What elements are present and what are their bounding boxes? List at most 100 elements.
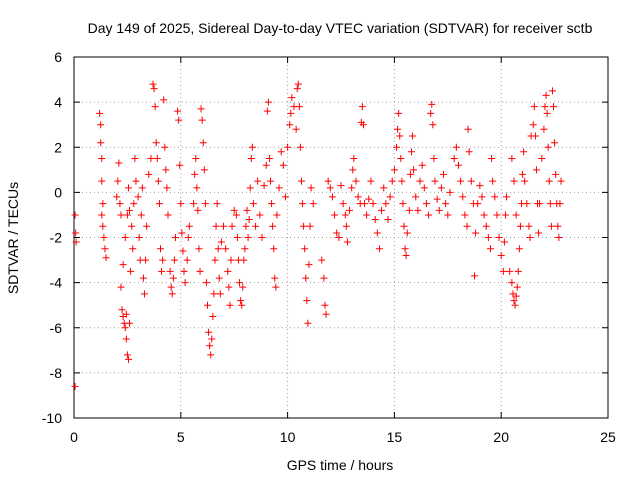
data-point — [489, 177, 497, 185]
data-point — [247, 155, 255, 163]
data-point — [369, 200, 377, 208]
data-point — [175, 116, 183, 124]
data-point — [444, 211, 452, 219]
data-point — [191, 170, 199, 178]
data-point — [184, 234, 192, 241]
data-point — [239, 283, 247, 291]
data-point — [333, 229, 341, 237]
data-point — [488, 155, 496, 163]
data-point — [151, 103, 159, 111]
data-point — [72, 229, 80, 237]
data-point — [263, 107, 271, 115]
data-point — [297, 177, 305, 185]
y-tick-label: -4 — [50, 275, 63, 291]
data-point — [241, 245, 249, 253]
data-point — [264, 98, 272, 106]
data-point — [542, 91, 550, 99]
data-point — [98, 211, 106, 219]
data-point — [181, 279, 189, 287]
data-point — [121, 234, 129, 241]
data-point — [118, 306, 126, 314]
data-point — [467, 177, 475, 185]
data-point — [380, 184, 388, 192]
data-point — [299, 200, 307, 208]
data-point — [530, 103, 538, 111]
data-point — [320, 274, 328, 282]
data-point — [138, 184, 146, 192]
data-point — [446, 188, 454, 196]
data-point — [360, 200, 368, 208]
data-point — [129, 245, 137, 253]
data-point — [532, 166, 540, 174]
data-point — [243, 206, 251, 214]
data-point — [503, 193, 511, 201]
data-point — [124, 355, 132, 363]
data-point — [185, 222, 193, 230]
data-point — [555, 234, 563, 241]
data-point — [126, 319, 134, 327]
data-point — [258, 234, 266, 241]
data-point — [217, 238, 225, 246]
data-point — [284, 143, 292, 151]
data-point — [242, 222, 250, 230]
data-point — [159, 256, 167, 264]
data-point — [131, 155, 139, 163]
data-point — [121, 324, 129, 332]
data-point — [321, 301, 329, 309]
data-point — [541, 103, 549, 111]
data-point — [114, 177, 122, 185]
data-point — [212, 222, 220, 230]
data-point — [463, 222, 471, 230]
data-point — [160, 96, 168, 104]
data-point — [427, 109, 435, 117]
data-point — [529, 121, 537, 129]
data-point — [236, 279, 244, 287]
data-point — [270, 245, 278, 253]
data-point — [465, 148, 473, 156]
data-point — [382, 200, 390, 208]
data-point — [519, 170, 527, 178]
data-point — [197, 105, 205, 113]
data-point — [428, 100, 436, 108]
y-tick-labels: -10 -8 -6 -4 -2 0 2 4 6 — [42, 49, 62, 426]
x-tick-label: 10 — [280, 429, 296, 445]
data-point — [249, 200, 257, 208]
plot-frame — [73, 56, 609, 419]
data-point — [341, 211, 349, 219]
data-point — [367, 177, 375, 185]
data-point — [71, 211, 79, 219]
data-point — [396, 132, 404, 140]
data-point — [295, 103, 303, 111]
y-tick-label: -8 — [50, 365, 63, 381]
data-point — [303, 297, 311, 305]
data-point — [119, 261, 127, 269]
data-point — [176, 161, 184, 169]
data-point — [459, 193, 467, 201]
data-point — [167, 283, 175, 291]
data-point — [342, 222, 350, 230]
data-point — [143, 222, 151, 230]
data-point — [495, 234, 503, 241]
data-point — [226, 301, 234, 309]
data-point — [149, 80, 157, 88]
data-point — [72, 238, 80, 246]
data-point — [478, 193, 486, 201]
data-point — [535, 229, 543, 237]
data-point — [246, 184, 254, 192]
data-point — [501, 211, 509, 219]
data-point — [210, 290, 218, 298]
data-point — [346, 206, 354, 214]
data-point — [440, 170, 448, 178]
data-point — [512, 211, 520, 219]
data-point — [204, 301, 211, 309]
data-point — [122, 335, 130, 343]
data-point — [152, 139, 160, 147]
x-tick-label: 5 — [177, 429, 185, 445]
data-point — [157, 245, 165, 253]
data-point — [177, 200, 185, 208]
data-point — [450, 155, 458, 163]
data-point — [277, 148, 285, 156]
data-point — [99, 200, 107, 208]
data-point — [309, 200, 317, 208]
